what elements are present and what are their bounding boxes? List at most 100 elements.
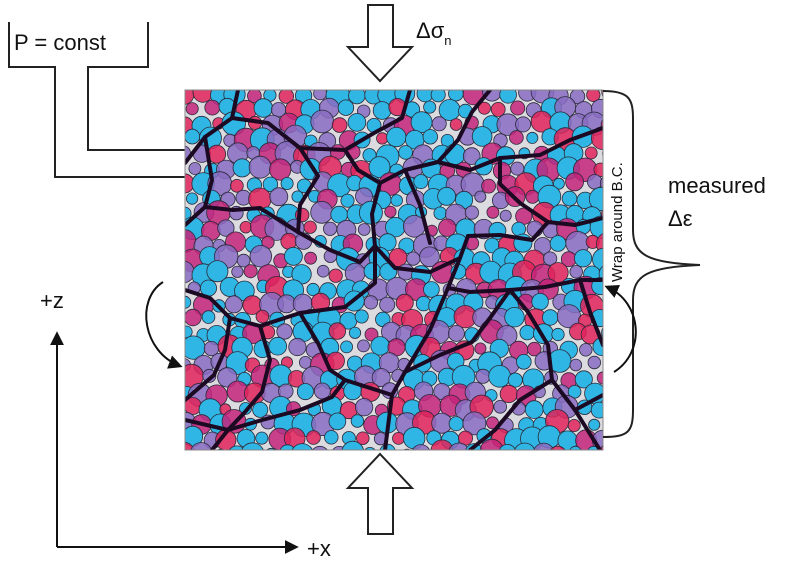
particle: [592, 247, 603, 271]
particle: [283, 246, 303, 266]
strain-label: Δε: [668, 206, 693, 231]
boundary-condition-label: Wrap around B.C.: [609, 162, 626, 282]
particle: [444, 143, 466, 166]
particle: [357, 223, 371, 236]
particle: [490, 102, 506, 117]
particle: [474, 342, 487, 355]
particle: [550, 445, 566, 450]
z-axis-label: +z: [40, 288, 64, 313]
pressure-label: P = const: [14, 30, 106, 55]
particle: [477, 101, 491, 115]
particle: [447, 324, 465, 342]
particle: [368, 156, 391, 179]
particle: [185, 206, 192, 221]
particle: [430, 90, 446, 103]
particle: [230, 179, 244, 193]
particle: [573, 249, 593, 268]
particle: [526, 131, 539, 144]
particle: [551, 327, 565, 342]
particle: [241, 442, 264, 450]
particle: [328, 412, 347, 431]
particle: [448, 416, 464, 432]
particle: [448, 442, 470, 450]
particle: [224, 295, 243, 314]
particle: [493, 399, 508, 414]
particle: [437, 186, 457, 206]
particle: [276, 323, 293, 340]
x-axis-label: +x: [307, 536, 331, 561]
particle: [588, 418, 601, 431]
particle: [549, 235, 567, 252]
particle: [372, 101, 392, 120]
particle: [413, 174, 429, 190]
force-chain-network: [185, 90, 603, 450]
particle: [337, 99, 355, 116]
particle: [569, 445, 582, 450]
particle: [192, 90, 214, 103]
particle: [488, 364, 511, 388]
particle: [514, 442, 536, 450]
particle: [201, 310, 216, 324]
particle: [464, 205, 479, 220]
particle: [587, 174, 603, 190]
particle: [255, 309, 270, 324]
particle: [590, 401, 603, 419]
particle: [438, 218, 457, 237]
particle: [243, 264, 258, 279]
particle-packing: [185, 90, 618, 450]
particle: [475, 368, 491, 384]
particle: [474, 190, 487, 203]
wrap-arrow-left-icon: [145, 281, 183, 369]
particle: [248, 155, 272, 179]
particle: [525, 189, 540, 204]
particle: [354, 398, 374, 417]
particle: [328, 268, 343, 283]
particle: [533, 442, 555, 450]
particle: [288, 337, 307, 357]
particles: [185, 90, 618, 450]
particle: [324, 430, 339, 445]
particle: [433, 206, 447, 220]
particle: [356, 431, 370, 445]
particle: [357, 339, 370, 353]
particle: [232, 158, 252, 178]
particle: [600, 118, 603, 132]
particle: [395, 293, 414, 312]
particle: [567, 418, 581, 432]
particle: [217, 448, 225, 450]
particle: [588, 186, 603, 212]
particle: [364, 327, 379, 342]
particle: [340, 340, 354, 354]
particle: [268, 336, 288, 356]
particle: [228, 445, 246, 450]
stress-label: Δσn: [416, 18, 452, 48]
particle: [565, 172, 584, 192]
particle: [569, 358, 583, 372]
particle: [423, 281, 440, 298]
particle: [499, 384, 518, 403]
particle: [370, 336, 390, 356]
particle: [604, 415, 618, 429]
particle: [354, 309, 369, 324]
particle: [531, 293, 549, 311]
particle: [316, 264, 330, 278]
wrap-arrow-right-icon: [604, 284, 637, 373]
particle: [185, 260, 195, 284]
particle: [322, 221, 338, 236]
particle: [269, 187, 289, 207]
particle: [252, 401, 269, 418]
particle: [280, 232, 298, 250]
particle: [331, 117, 348, 133]
particle: [185, 308, 202, 327]
particle: [542, 251, 558, 266]
particle: [363, 295, 378, 310]
particle: [379, 296, 396, 313]
particle: [593, 162, 603, 177]
particle: [431, 116, 447, 132]
particle: [350, 414, 365, 428]
particle: [430, 439, 454, 450]
particle: [599, 176, 603, 190]
particle: [310, 109, 335, 134]
particle: [280, 176, 294, 190]
